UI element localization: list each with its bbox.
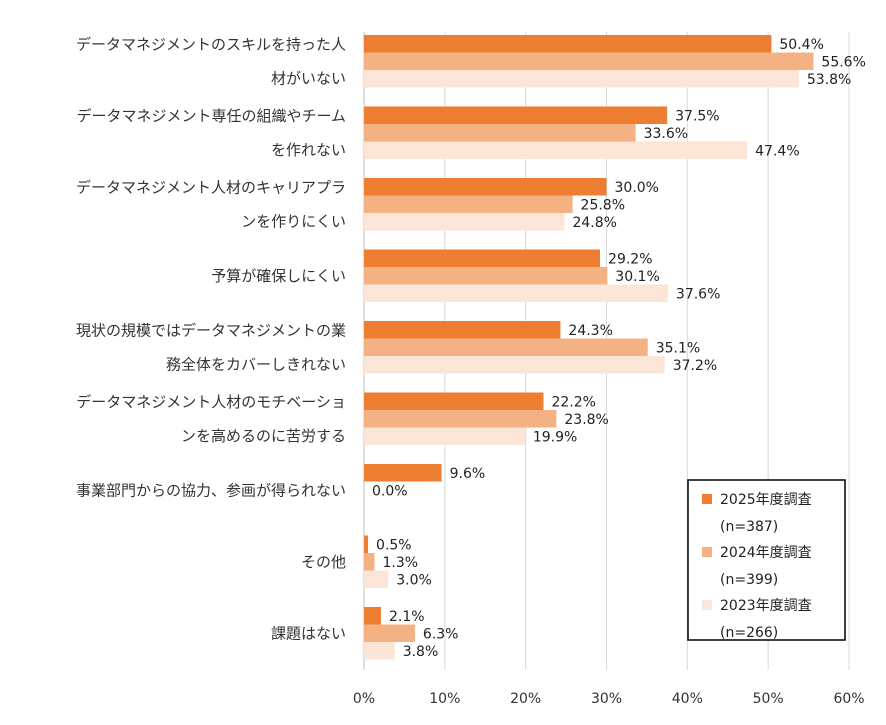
data-label: 55.6% <box>821 54 865 70</box>
bar <box>364 267 608 285</box>
legend-entry: 2023年度調査 <box>720 598 812 614</box>
bar <box>364 553 375 571</box>
data-label: 24.8% <box>572 215 616 231</box>
x-tick-label: 50% <box>753 691 784 707</box>
legend-entry: (n=387) <box>720 519 778 535</box>
data-label: 30.0% <box>615 180 659 196</box>
category-label: 現状の規模ではデータマネジメントの業務全体をカバーしきれない <box>76 321 346 373</box>
legend-box <box>687 479 846 641</box>
bar <box>364 124 636 142</box>
x-tick-label: 20% <box>510 691 541 707</box>
bar <box>364 607 381 625</box>
data-label: 33.6% <box>644 126 688 142</box>
bar <box>364 213 565 231</box>
bar <box>364 70 799 88</box>
data-label: 35.1% <box>656 340 700 356</box>
data-label: 2.1% <box>389 609 425 625</box>
data-label: 37.2% <box>673 358 717 374</box>
data-label: 50.4% <box>779 37 823 53</box>
bar <box>364 35 772 53</box>
data-label: 3.8% <box>403 644 439 660</box>
bar <box>364 624 415 642</box>
category-label: その他 <box>301 553 346 571</box>
data-label: 9.6% <box>450 466 486 482</box>
legend-swatch <box>702 600 712 610</box>
legend: 2025年度調査 (n=387) 2024年度調査 (n=399) 2023年度調査 (n… <box>687 479 846 641</box>
data-label: 0.0% <box>372 483 408 499</box>
bar <box>364 338 648 356</box>
data-label: 29.2% <box>608 251 652 267</box>
bar <box>364 321 561 339</box>
data-label: 6.3% <box>423 626 459 642</box>
bar <box>364 535 369 553</box>
bar <box>364 141 748 159</box>
data-label: 3.0% <box>396 572 432 588</box>
legend-entry: (n=266) <box>720 625 778 641</box>
data-label: 37.6% <box>676 286 720 302</box>
data-label: 47.4% <box>755 143 799 159</box>
x-axis-ticks: 0% 10% 20% 30% 40% 50% 60% <box>353 691 865 707</box>
bar <box>364 52 814 70</box>
category-label: 事業部門からの協力、参画が得られない <box>76 481 346 499</box>
bar <box>364 642 395 660</box>
data-label: 0.5% <box>376 537 412 553</box>
bar <box>364 570 389 588</box>
data-labels: 50.4%55.6% 53.8% 37.5% 33.6% 47.4% 30.0%25.8%… <box>372 37 866 660</box>
data-label: 30.1% <box>615 269 659 285</box>
bar <box>364 427 525 445</box>
bar <box>364 106 668 124</box>
data-label: 22.2% <box>551 394 595 410</box>
legend-swatch <box>702 547 712 557</box>
category-label: データマネジメントのスキルを持った人材がいない <box>76 35 346 87</box>
data-label: 37.5% <box>675 108 719 124</box>
data-label: 24.3% <box>568 323 612 339</box>
bar <box>364 178 607 196</box>
category-label: データマネジメント人材のモチベーションを高めるのに苦労する <box>76 393 346 445</box>
x-tick-label: 40% <box>672 691 703 707</box>
data-label: 53.8% <box>807 72 851 88</box>
bars <box>364 35 814 660</box>
category-label: データマネジメント専任の組織やチームを作れない <box>76 107 346 159</box>
bar <box>364 464 442 482</box>
legend-entry: (n=399) <box>720 572 778 588</box>
x-tick-label: 0% <box>353 691 375 707</box>
legend-entry: 2024年度調査 <box>720 545 812 561</box>
bar <box>364 410 557 428</box>
data-label: 19.9% <box>533 429 577 445</box>
category-labels: データマネジメントのスキルを持った人材がいないデータマネジメント専任の組織やチー… <box>76 35 346 642</box>
x-tick-label: 10% <box>429 691 460 707</box>
data-label: 25.8% <box>581 197 625 213</box>
x-tick-label: 30% <box>591 691 622 707</box>
data-label: 23.8% <box>564 412 608 428</box>
legend-swatch <box>702 494 712 504</box>
bar <box>364 284 668 302</box>
bar <box>364 195 573 213</box>
category-label: 予算が確保しにくい <box>211 267 346 285</box>
bar <box>364 356 665 374</box>
legend-entry: 2025年度調査 <box>720 492 812 508</box>
bar <box>364 392 544 410</box>
x-tick-label: 60% <box>833 691 864 707</box>
category-label: データマネジメント人材のキャリアプランを作りにくい <box>76 178 346 230</box>
bar <box>364 249 601 267</box>
data-label: 1.3% <box>383 555 419 571</box>
category-label: 課題はない <box>271 624 346 642</box>
